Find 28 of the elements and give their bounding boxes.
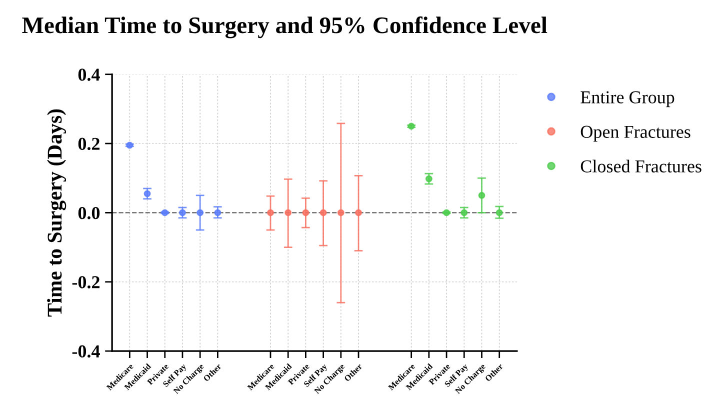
point bbox=[214, 209, 222, 216]
point bbox=[408, 122, 415, 130]
y-tick-label: 0.2 bbox=[78, 138, 100, 150]
legend-label: Open Fractures bbox=[580, 126, 690, 142]
point bbox=[460, 209, 468, 216]
point bbox=[425, 175, 432, 182]
point bbox=[496, 209, 503, 216]
point bbox=[284, 209, 292, 216]
point bbox=[337, 209, 344, 216]
y-tick-label: 0.0 bbox=[78, 206, 100, 220]
point bbox=[443, 209, 450, 216]
y-tick-label: -0.2 bbox=[72, 276, 100, 288]
y-tick-label: 0.4 bbox=[78, 68, 100, 81]
point bbox=[196, 209, 204, 216]
point bbox=[320, 209, 327, 216]
point bbox=[267, 209, 274, 216]
legend-label: Entire Group bbox=[580, 91, 674, 108]
point bbox=[161, 209, 168, 216]
point bbox=[302, 209, 310, 216]
point bbox=[126, 142, 134, 149]
point bbox=[478, 192, 486, 199]
point bbox=[179, 209, 186, 216]
point bbox=[144, 190, 151, 198]
legend-label: Closed Fractures bbox=[580, 160, 702, 172]
chart-title: Median Time to Surgery and 95% Confidence Level bbox=[22, 16, 548, 38]
y-tick-label: -0.4 bbox=[72, 345, 100, 358]
point bbox=[355, 209, 362, 216]
y-axis-title: Time to Surgery (Days) bbox=[47, 109, 66, 317]
